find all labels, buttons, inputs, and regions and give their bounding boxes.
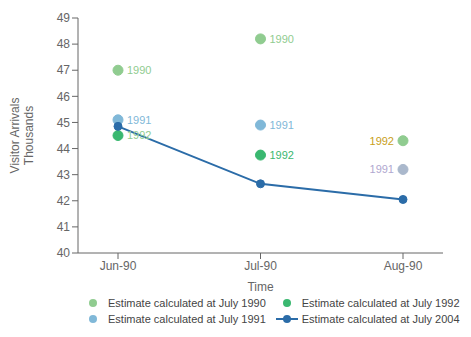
svg-text:1991: 1991: [127, 114, 151, 126]
svg-text:47: 47: [57, 63, 71, 77]
svg-text:46: 46: [57, 90, 71, 104]
html-text:Estimate calculated at July 19: Estimate calculated at July 1992: [301, 297, 460, 309]
svg-text:Jun-90: Jun-90: [100, 259, 137, 273]
svg-text:1991: 1991: [270, 119, 294, 131]
svg-text:42: 42: [57, 194, 71, 208]
svg-text:45: 45: [57, 116, 71, 130]
svg-text:1991: 1991: [370, 163, 394, 175]
html-text:Estimate calculated at July 20: Estimate calculated at July 2004: [301, 313, 460, 325]
svg-text:1992: 1992: [370, 135, 394, 147]
svg-text:Visitor ArrivalsThousands: Visitor ArrivalsThousands: [8, 98, 36, 174]
svg-text:40: 40: [57, 246, 71, 260]
svg-text:Jul-90: Jul-90: [244, 259, 277, 273]
svg-text:48: 48: [57, 37, 71, 51]
html-text:Estimate calculated at July 19: Estimate calculated at July 1990: [108, 297, 266, 309]
svg-text:1992: 1992: [270, 149, 294, 161]
svg-text:43: 43: [57, 168, 71, 182]
html-text:Estimate calculated at July 19: Estimate calculated at July 1991: [108, 313, 266, 325]
svg-text:41: 41: [57, 220, 71, 234]
svg-text:44: 44: [57, 142, 71, 156]
svg-text:49: 49: [57, 11, 71, 25]
svg-text:Aug-90: Aug-90: [384, 259, 423, 273]
svg-text:Time: Time: [247, 280, 274, 294]
svg-text:1990: 1990: [270, 33, 294, 45]
svg-text:1990: 1990: [127, 64, 151, 76]
svg-text:1992: 1992: [127, 129, 151, 141]
